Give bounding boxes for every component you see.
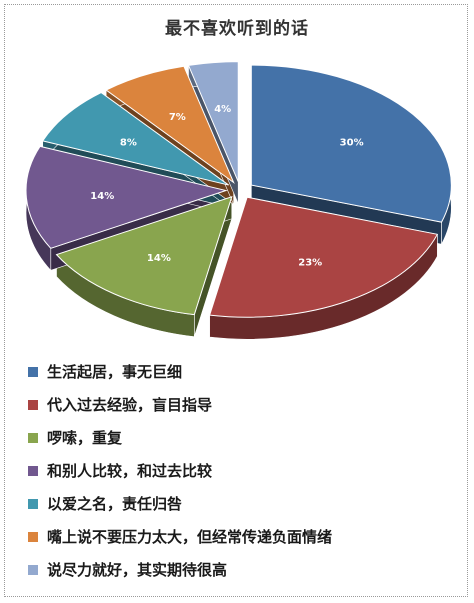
legend-label: 嘴上说不要压力太大，但经常传递负面情绪 [47,528,333,546]
legend-swatch [28,366,38,377]
data-label: 14% [147,253,171,264]
pie-slice [105,65,235,184]
legend-item: 嘴上说不要压力太大，但经常传递负面情绪 [28,520,468,553]
legend-label: 代入过去经验，盲目指导 [47,396,213,414]
legend-label: 啰嗦，重复 [47,429,123,447]
pie-slice [187,61,239,182]
data-label: 30% [340,137,364,148]
data-label: 8% [120,137,137,148]
legend-item: 代入过去经验，盲目指导 [28,388,468,421]
data-label: 4% [214,104,231,115]
legend-item: 啰嗦，重复 [28,421,468,454]
legend-swatch [28,465,38,476]
legend: 生活起居，事无巨细 代入过去经验，盲目指导 啰嗦，重复 和别人比较，和过去比较 … [28,355,468,586]
legend-item: 生活起居，事无巨细 [28,355,468,388]
chart-title: 最不喜欢听到的话 [165,19,309,39]
legend-item: 说尽力就好，其实期待很高 [28,553,468,586]
pie-chart: 30% 23% 14% 14% 8% 7% 4% [25,61,452,340]
legend-item: 和别人比较，和过去比较 [28,454,468,487]
legend-label: 以爱之名，责任归咎 [47,495,183,513]
legend-swatch [28,564,38,575]
legend-item: 以爱之名，责任归咎 [28,487,468,520]
legend-swatch [28,498,38,509]
pie-slice [250,64,452,223]
data-label: 14% [90,191,114,202]
data-label: 7% [169,112,186,123]
data-label: 23% [298,257,322,268]
legend-label: 和别人比较，和过去比较 [47,462,213,480]
pie-slice [55,196,233,316]
legend-label: 说尽力就好，其实期待很高 [47,561,228,579]
pie-slice [25,145,228,249]
pie-slice [208,196,439,318]
legend-swatch [28,399,38,410]
pie-slice [41,92,229,186]
legend-label: 生活起居，事无巨细 [47,363,183,381]
legend-swatch [28,531,38,542]
legend-swatch [28,432,38,443]
